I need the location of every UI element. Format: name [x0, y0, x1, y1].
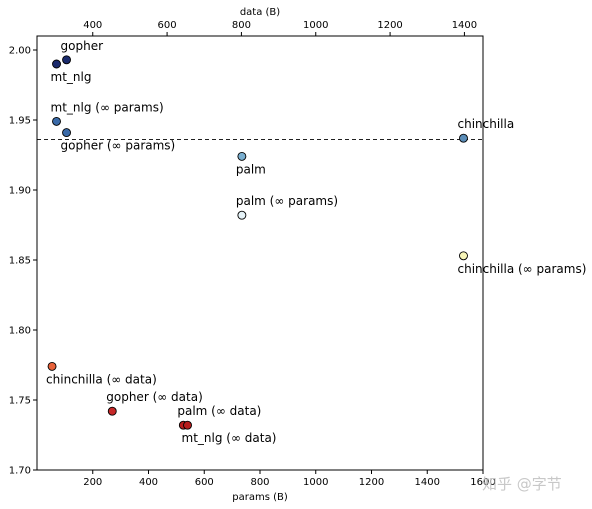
x-tick-label: 1600	[470, 477, 495, 488]
point-label: chinchilla	[457, 117, 514, 131]
data-point	[459, 133, 468, 143]
x-tick-label: 200	[83, 477, 102, 488]
point-label: gopher	[61, 39, 104, 53]
secondary-x-tick-label: 1200	[377, 20, 402, 31]
y-tick-label: 2.00	[9, 46, 31, 57]
y-tick-label: 1.70	[9, 466, 31, 477]
secondary-x-tick-label: 1000	[303, 20, 328, 31]
x-tick-label: 1000	[303, 477, 328, 488]
x-axis-label: params (B)	[232, 492, 288, 503]
secondary-x-tick-label: 600	[158, 20, 177, 31]
data-point	[52, 116, 61, 126]
x-tick-label: 600	[195, 477, 214, 488]
point-label: chinchilla (∞ params)	[457, 262, 586, 276]
point-labels: gopher mt_nlg mt_nlg (∞ params) gopher (∞ p…	[46, 39, 586, 445]
secondary-x-tick-label: 800	[232, 20, 251, 31]
point-label: chinchilla (∞ data)	[46, 372, 157, 386]
x-tick-label: 800	[250, 477, 269, 488]
point-label: mt_nlg	[51, 70, 92, 84]
data-point	[62, 128, 71, 138]
data-point	[52, 59, 61, 69]
y-tick-label: 1.80	[9, 326, 31, 337]
y-tick-label: 1.75	[9, 396, 31, 407]
point-label: palm	[236, 162, 266, 176]
data-point	[459, 251, 468, 261]
point-label: gopher (∞ data)	[106, 390, 203, 404]
data-point	[183, 420, 192, 430]
y-tick-label: 1.95	[9, 116, 31, 127]
watermark: 知乎 @字节	[482, 475, 562, 493]
secondary-x-tick-label: 400	[83, 20, 102, 31]
secondary-x-tick-label: 1400	[452, 20, 477, 31]
x-tick-label: 400	[139, 477, 158, 488]
point-label: palm (∞ data)	[177, 404, 261, 418]
data-point	[47, 361, 57, 371]
point-label: mt_nlg (∞ params)	[51, 100, 164, 114]
data-point	[237, 210, 247, 220]
y-tick-label: 1.90	[9, 186, 31, 197]
point-label: gopher (∞ params)	[61, 139, 176, 153]
point-label: palm (∞ params)	[236, 194, 338, 208]
data-point	[237, 151, 247, 161]
y-tick-label: 1.85	[9, 256, 31, 267]
x-tick-label: 1200	[359, 477, 384, 488]
secondary-x-axis-label: data (B)	[240, 7, 280, 18]
data-point	[107, 406, 117, 416]
data-point	[62, 55, 71, 65]
axes: 200 400 600 800 1000 1200 1400 1600 1.70 1.75 1.80…	[9, 20, 496, 488]
x-tick-label: 1400	[415, 477, 440, 488]
point-label: mt_nlg (∞ data)	[182, 431, 277, 445]
data-points	[47, 55, 468, 430]
